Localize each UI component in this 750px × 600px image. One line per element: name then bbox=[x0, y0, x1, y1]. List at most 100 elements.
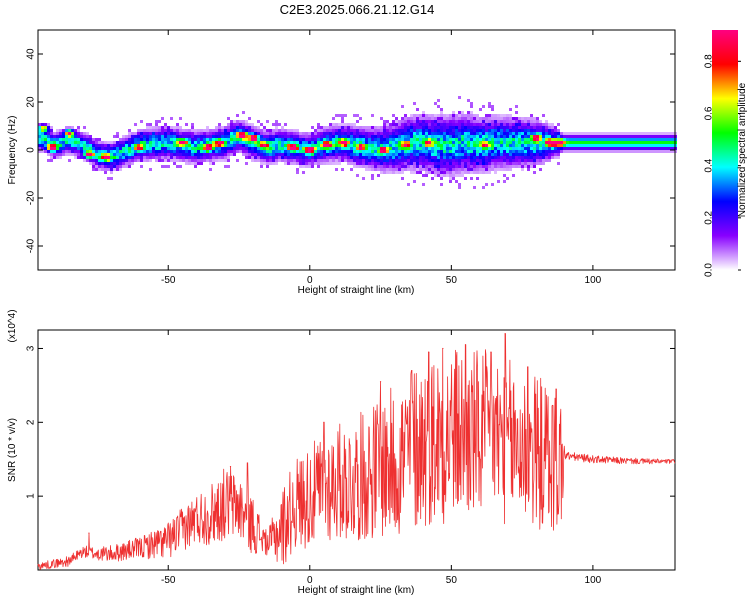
spectrogram-cell bbox=[341, 114, 344, 117]
spectrogram-cell bbox=[92, 159, 95, 162]
spectrogram-cell bbox=[239, 120, 242, 123]
spectrogram-cell bbox=[284, 162, 287, 165]
spectrogram-cell bbox=[479, 144, 482, 147]
spectrogram-cell bbox=[308, 156, 311, 159]
spectrogram-cell bbox=[491, 123, 494, 126]
spectrogram-cell bbox=[575, 141, 578, 144]
spectrogram-cell bbox=[557, 129, 560, 132]
spectrogram-cell bbox=[230, 126, 233, 129]
spectrogram-cell bbox=[320, 156, 323, 159]
spectrogram-cell bbox=[74, 132, 77, 135]
spectrogram-cell bbox=[401, 123, 404, 126]
spectrogram-cell bbox=[290, 132, 293, 135]
spectrogram-cell bbox=[551, 147, 554, 150]
spectrogram-cell bbox=[131, 153, 134, 156]
spectrogram-cell bbox=[158, 129, 161, 132]
spectrogram-cell bbox=[452, 120, 455, 123]
spectrogram-cell bbox=[395, 150, 398, 153]
spectrogram-cell bbox=[353, 159, 356, 162]
spectrogram-cell bbox=[356, 162, 359, 165]
colorbar-ticks: 0.00.20.40.60.8 bbox=[704, 54, 741, 277]
spectrogram-cell bbox=[665, 141, 668, 144]
spectrogram-cell bbox=[470, 117, 473, 120]
spectrogram-cell bbox=[518, 132, 521, 135]
spectrogram-cell bbox=[536, 162, 539, 165]
spectrogram-cell bbox=[95, 162, 98, 165]
spectrogram-cell bbox=[527, 117, 530, 120]
spectrogram-cell bbox=[197, 129, 200, 132]
spectrogram-cell bbox=[656, 132, 659, 135]
spectrogram-cell bbox=[335, 135, 338, 138]
spectrogram-cell bbox=[263, 144, 266, 147]
spectrogram-cell bbox=[635, 150, 638, 153]
spectrogram-cell bbox=[380, 138, 383, 141]
spectrogram-cell bbox=[380, 132, 383, 135]
spectrogram-cell bbox=[215, 144, 218, 147]
spectrogram-cell bbox=[335, 138, 338, 141]
spectrogram-cell bbox=[269, 153, 272, 156]
spectrogram-cell bbox=[422, 123, 425, 126]
spectrogram-cell bbox=[134, 138, 137, 141]
spectrogram-cell bbox=[116, 156, 119, 159]
spectrogram-cell bbox=[305, 159, 308, 162]
spectrogram-cell bbox=[488, 144, 491, 147]
spectrogram-cell bbox=[431, 129, 434, 132]
spectrogram-cell bbox=[599, 132, 602, 135]
spectrogram-cell bbox=[326, 144, 329, 147]
spectrogram-cell bbox=[296, 168, 299, 171]
spectrogram-cell bbox=[59, 156, 62, 159]
spectrogram-cell bbox=[290, 153, 293, 156]
spectrogram-cell bbox=[452, 165, 455, 168]
snr-peak-point bbox=[442, 347, 444, 350]
spectrogram-cell bbox=[224, 159, 227, 162]
spectrogram-cell bbox=[95, 168, 98, 171]
spectrogram-cell bbox=[440, 126, 443, 129]
spectrogram-cell bbox=[479, 108, 482, 111]
spectrogram-cell bbox=[425, 120, 428, 123]
spectrogram-cell bbox=[356, 150, 359, 153]
spectrogram-cell bbox=[281, 141, 284, 144]
snr-y-tick-label: 1 bbox=[26, 493, 37, 499]
spectrogram-cell bbox=[425, 132, 428, 135]
spectrogram-cell bbox=[245, 135, 248, 138]
spectrogram-cell bbox=[425, 150, 428, 153]
spectrogram-cell bbox=[617, 135, 620, 138]
spectrogram-cell bbox=[464, 147, 467, 150]
spectrogram-cell bbox=[440, 156, 443, 159]
spectrogram-cell bbox=[497, 135, 500, 138]
spectrogram-cell bbox=[527, 144, 530, 147]
spectrogram-cell bbox=[497, 159, 500, 162]
spectrogram-cell bbox=[476, 132, 479, 135]
spectrogram-cell bbox=[428, 114, 431, 117]
spectrogram-cell bbox=[368, 168, 371, 171]
spectrogram-cell bbox=[401, 171, 404, 174]
spectrogram-cell bbox=[347, 153, 350, 156]
spectrogram-cell bbox=[434, 153, 437, 156]
spectrogram-cell bbox=[332, 132, 335, 135]
spectrogram-cell bbox=[62, 147, 65, 150]
spectrogram-cell bbox=[185, 156, 188, 159]
spectrogram-cell bbox=[236, 147, 239, 150]
spectrogram-cell bbox=[641, 147, 644, 150]
spectrogram-cell bbox=[275, 162, 278, 165]
spectrogram-cell bbox=[425, 159, 428, 162]
spectrogram-cell bbox=[611, 138, 614, 141]
spectrogram-cell bbox=[197, 132, 200, 135]
spectrogram-cell bbox=[338, 123, 341, 126]
spectrogram-cell bbox=[521, 135, 524, 138]
spectrogram-cell bbox=[440, 162, 443, 165]
spectrogram-cell bbox=[278, 132, 281, 135]
spectrogram-cell bbox=[335, 162, 338, 165]
spectrogram-cell bbox=[116, 162, 119, 165]
spectrogram-cell bbox=[80, 153, 83, 156]
spectrogram-cell bbox=[650, 138, 653, 141]
spectrogram-cell bbox=[374, 165, 377, 168]
spectrogram-cell bbox=[290, 144, 293, 147]
spectrogram-cell bbox=[362, 144, 365, 147]
spectrogram-cell bbox=[323, 126, 326, 129]
spectrogram-cell bbox=[227, 159, 230, 162]
spectrogram-cell bbox=[299, 150, 302, 153]
spectrogram-cell bbox=[176, 156, 179, 159]
spectrogram-cell bbox=[182, 153, 185, 156]
spectrogram-cell bbox=[422, 174, 425, 177]
